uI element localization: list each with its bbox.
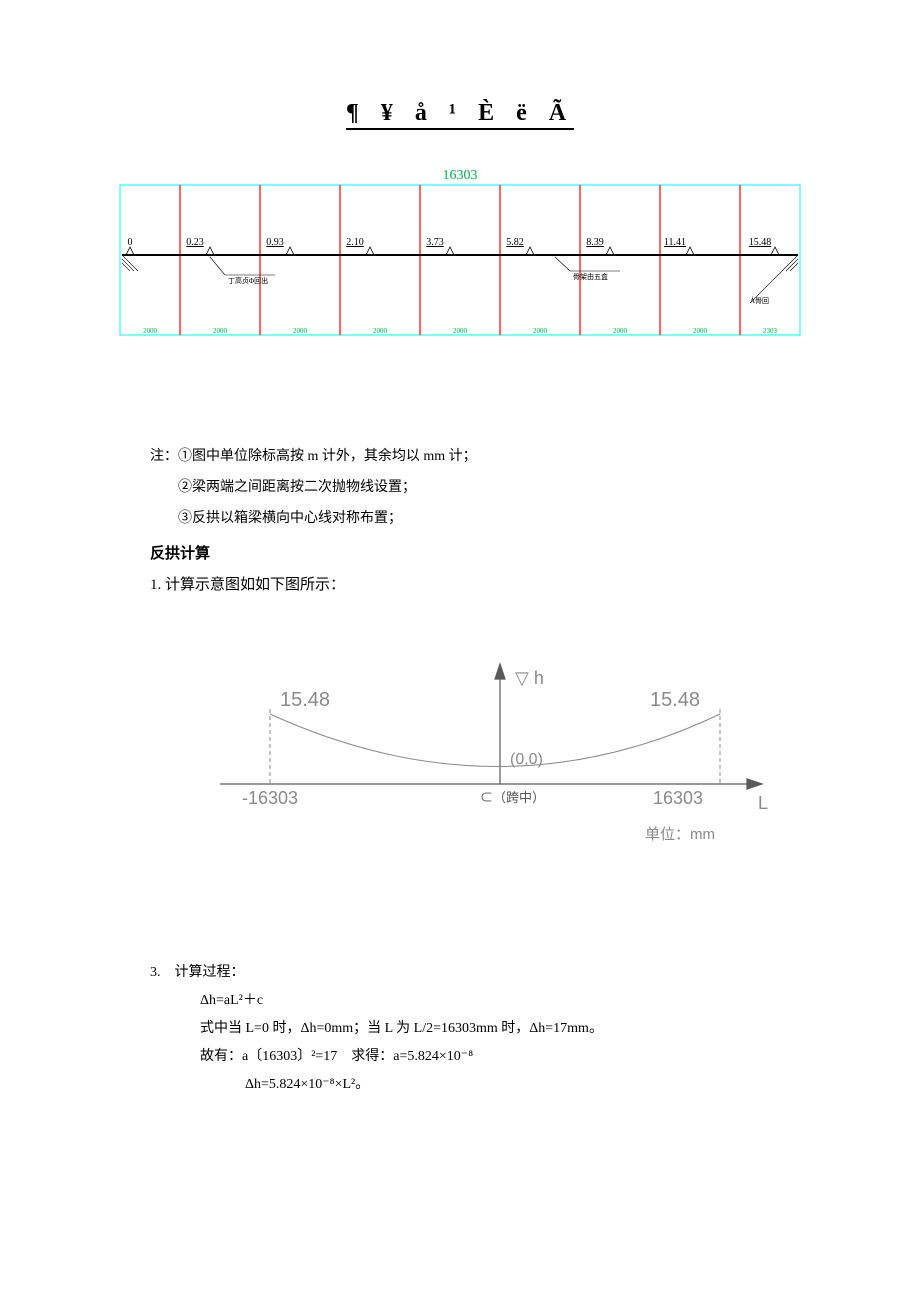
note-3: ③反拱以箱梁横向中心线对称布置； (150, 504, 800, 535)
svg-text:2000: 2000 (293, 327, 308, 335)
beam-support-right (750, 255, 798, 303)
beam-outline (120, 185, 800, 335)
sub-title: 1. 计算示意图如如下图所示： (120, 573, 800, 594)
beam-total-label: 16303 (443, 168, 478, 183)
svg-text:5.82: 5.82 (506, 237, 524, 248)
svg-text:2000: 2000 (453, 327, 468, 335)
svg-text:L: L (758, 793, 768, 813)
svg-text:2000: 2000 (693, 327, 708, 335)
beam-height-labels: 0 0.23 0.93 2.10 3.73 5.82 8.39 11.41 15… (128, 237, 772, 248)
svg-text:0.93: 0.93 (266, 237, 284, 248)
beam-annot1: 丁高贞Φ回出 (228, 276, 268, 285)
calc-line3: 故有：a〔16303〕²=17 求得：a=5.824×10⁻⁸ (150, 1043, 800, 1071)
svg-text:16303: 16303 (653, 788, 703, 808)
svg-text:⊂（跨中）: ⊂（跨中） (480, 790, 545, 805)
calc-block: 3. 计算过程： Δh=aL²＋c 式中当 L=0 时，Δh=0mm；当 L 为… (120, 959, 800, 1099)
section-title: 反拱计算 (120, 542, 800, 563)
svg-text:2000: 2000 (373, 327, 388, 335)
svg-text:15.48: 15.48 (650, 689, 700, 711)
beam-support-left (122, 255, 138, 271)
svg-text:2000: 2000 (143, 327, 158, 335)
parabola-labels: 15.48 15.48 -16303 16303 (0,0) ⊂（跨中） ▽ h… (242, 668, 768, 843)
parabola-curve (270, 714, 720, 767)
svg-text:11.41: 11.41 (664, 237, 686, 248)
parabola-diagram: 15.48 15.48 -16303 16303 (0,0) ⊂（跨中） ▽ h… (180, 654, 780, 854)
calc-line4: Δh=5.824×10⁻⁸×L²。 (150, 1071, 800, 1099)
svg-text:8.39: 8.39 (586, 237, 604, 248)
note-1: 注：①图中单位除标高按 m 计外，其余均以 mm 计； (150, 442, 800, 473)
svg-text:2000: 2000 (613, 327, 628, 335)
notes-block: 注：①图中单位除标高按 m 计外，其余均以 mm 计； ②梁两端之间距离按二次抛… (120, 442, 800, 534)
svg-text:(0,0): (0,0) (510, 751, 543, 768)
calc-line2: 式中当 L=0 时，Δh=0mm；当 L 为 L/2=16303mm 时，Δh=… (150, 1015, 800, 1043)
beam-diagram: 16303 0 0.23 0.93 2.10 3.73 5.82 8.39 11… (110, 167, 810, 347)
svg-text:2000: 2000 (533, 327, 548, 335)
calc-line1: Δh=aL²＋c (150, 987, 800, 1015)
svg-text:15.48: 15.48 (749, 237, 772, 248)
svg-text:0.23: 0.23 (186, 237, 204, 248)
svg-text:2.10: 2.10 (346, 237, 364, 248)
beam-annot-leaders (210, 257, 620, 275)
beam-markers (126, 247, 779, 255)
beam-dividers (180, 185, 740, 335)
svg-text:-16303: -16303 (242, 788, 298, 808)
page-title-text: ¶ ¥ å ¹ È ë Ã (346, 100, 574, 130)
note-2: ②梁两端之间距离按二次抛物线设置； (150, 473, 800, 504)
svg-text:▽ h: ▽ h (515, 668, 544, 688)
svg-text:2000: 2000 (213, 327, 228, 335)
svg-text:15.48: 15.48 (280, 689, 330, 711)
svg-text:2303: 2303 (763, 327, 778, 335)
beam-annot3: Á骨回 (750, 297, 769, 305)
parabola-dashes (270, 709, 720, 784)
svg-text:单位：mm: 单位：mm (645, 826, 715, 843)
page-title: ¶ ¥ å ¹ È ë Ã (120, 100, 800, 127)
parabola-axes (220, 664, 762, 789)
svg-text:3.73: 3.73 (426, 237, 444, 248)
beam-bottom-dims: 2000 2000 2000 2000 2000 2000 2000 2000 … (143, 327, 778, 335)
beam-annot2: 骨架由五盒 (573, 272, 608, 281)
calc-step: 3. 计算过程： (150, 959, 800, 987)
